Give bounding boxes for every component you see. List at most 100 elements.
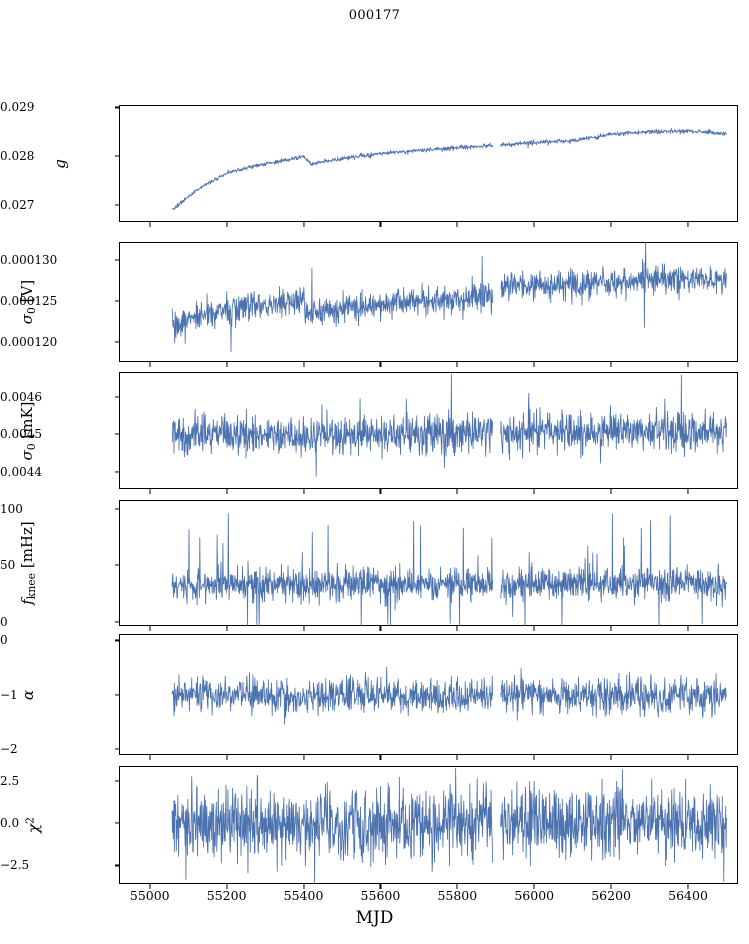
panel-f_knee — [119, 500, 738, 626]
xtick-mark — [302, 362, 305, 367]
xtick-mark — [379, 626, 381, 631]
ytick-label-sigma0_V: 0.000130 — [0, 252, 58, 267]
panel-gain — [119, 105, 738, 222]
ytick-label-gain: 0.027 — [0, 197, 35, 212]
figure-title: 000177 — [348, 8, 401, 23]
panel-sigma0_V — [119, 242, 738, 362]
xtick-mark — [610, 626, 612, 631]
xtick-mark — [226, 362, 228, 367]
xtick-mark — [456, 222, 458, 227]
xtick-mark — [226, 489, 228, 494]
xtick-mark — [610, 489, 612, 494]
ytick-label-gain: 0.028 — [0, 149, 35, 164]
xtick-mark — [149, 755, 151, 760]
xtick-mark — [149, 489, 151, 494]
xtick-mark — [533, 362, 535, 367]
ytick-label-chi2: 0.0 — [0, 816, 20, 831]
trace-gain — [119, 105, 738, 222]
ytick-label-alpha: −1 — [0, 687, 18, 702]
ytick-mark — [114, 639, 119, 642]
x-axis-label: MJD — [355, 908, 394, 928]
xtick-label: 56000 — [514, 888, 555, 903]
y-axis-label-chi2: χ2 — [23, 817, 43, 833]
xtick-mark — [226, 755, 228, 760]
ytick-mark — [114, 747, 119, 750]
xtick-mark — [379, 884, 381, 889]
ytick-mark — [114, 155, 119, 157]
ytick-mark — [114, 106, 119, 108]
xtick-mark — [687, 884, 689, 889]
xtick-mark — [533, 489, 535, 494]
xtick-mark — [302, 755, 305, 760]
xtick-mark — [610, 755, 612, 760]
y-axis-label-gain: g — [51, 158, 69, 169]
xtick-mark — [687, 755, 689, 760]
xtick-mark — [149, 222, 151, 227]
xtick-mark — [687, 489, 689, 494]
y-axis-label-f_knee: fknee [mHz] — [18, 521, 38, 605]
xtick-mark — [379, 362, 381, 367]
ytick-mark — [114, 620, 119, 623]
ytick-mark — [114, 822, 119, 824]
ytick-mark — [114, 204, 119, 206]
xtick-mark — [533, 626, 535, 631]
ytick-mark — [114, 433, 119, 435]
y-axis-label-sigma0_mK: σ0 [mK] — [18, 400, 38, 461]
xtick-mark — [379, 222, 381, 227]
ytick-mark — [114, 693, 119, 696]
xtick-mark — [533, 884, 535, 889]
xtick-mark — [610, 884, 612, 889]
xtick-label: 56400 — [668, 888, 708, 903]
ytick-mark — [114, 471, 119, 473]
xtick-mark — [610, 362, 612, 367]
panel-chi2 — [119, 766, 738, 884]
xtick-mark — [610, 222, 612, 227]
ytick-label-chi2: 2.5 — [0, 774, 20, 789]
panel-sigma0_mK — [119, 372, 738, 489]
xtick-mark — [456, 489, 458, 494]
trace-alpha — [119, 634, 738, 755]
xtick-label: 55000 — [129, 888, 170, 903]
xtick-mark — [687, 222, 689, 227]
ytick-label-gain: 0.029 — [0, 100, 35, 115]
xtick-mark — [302, 626, 305, 631]
ytick-label-chi2: −2.5 — [0, 858, 30, 873]
y-axis-label-alpha: α — [19, 689, 37, 700]
xtick-mark — [456, 884, 458, 889]
panel-alpha — [119, 634, 738, 755]
ytick-label-sigma0_V: 0.000120 — [0, 334, 58, 349]
ytick-label-sigma0_mK: 0.0046 — [0, 389, 42, 404]
xtick-mark — [687, 362, 689, 367]
ytick-label-sigma0_mK: 0.0044 — [0, 465, 42, 480]
ytick-mark — [114, 395, 119, 398]
xtick-label: 55200 — [206, 888, 247, 903]
ytick-mark — [114, 508, 119, 510]
xtick-mark — [226, 884, 228, 889]
xtick-mark — [456, 626, 458, 631]
xtick-mark — [379, 755, 381, 760]
xtick-label: 55400 — [283, 888, 324, 903]
trace-chi2 — [119, 766, 738, 884]
xtick-mark — [149, 884, 151, 889]
ytick-label-sigma0_mK: 0.0045 — [0, 427, 42, 442]
xtick-mark — [533, 222, 535, 227]
y-axis-label-sigma0_V: σ0 [V] — [18, 279, 38, 325]
ytick-label-f_knee: 0 — [0, 614, 8, 629]
panel-frame-f_knee — [119, 500, 738, 626]
trace-sigma0_mK — [119, 372, 738, 489]
ytick-label-f_knee: 50 — [0, 558, 16, 573]
xtick-mark — [302, 489, 305, 494]
xtick-mark — [149, 626, 151, 631]
ytick-mark — [114, 864, 119, 866]
ytick-mark — [114, 300, 119, 302]
xtick-label: 55800 — [437, 888, 478, 903]
trace-f_knee — [119, 500, 738, 626]
ytick-mark — [114, 341, 119, 343]
xtick-mark — [456, 755, 458, 760]
xtick-mark — [302, 884, 305, 889]
xtick-label: 56200 — [591, 888, 631, 903]
xtick-mark — [226, 222, 228, 227]
xtick-mark — [302, 222, 305, 227]
ytick-mark — [114, 780, 119, 782]
ytick-label-alpha: 0 — [0, 633, 8, 648]
